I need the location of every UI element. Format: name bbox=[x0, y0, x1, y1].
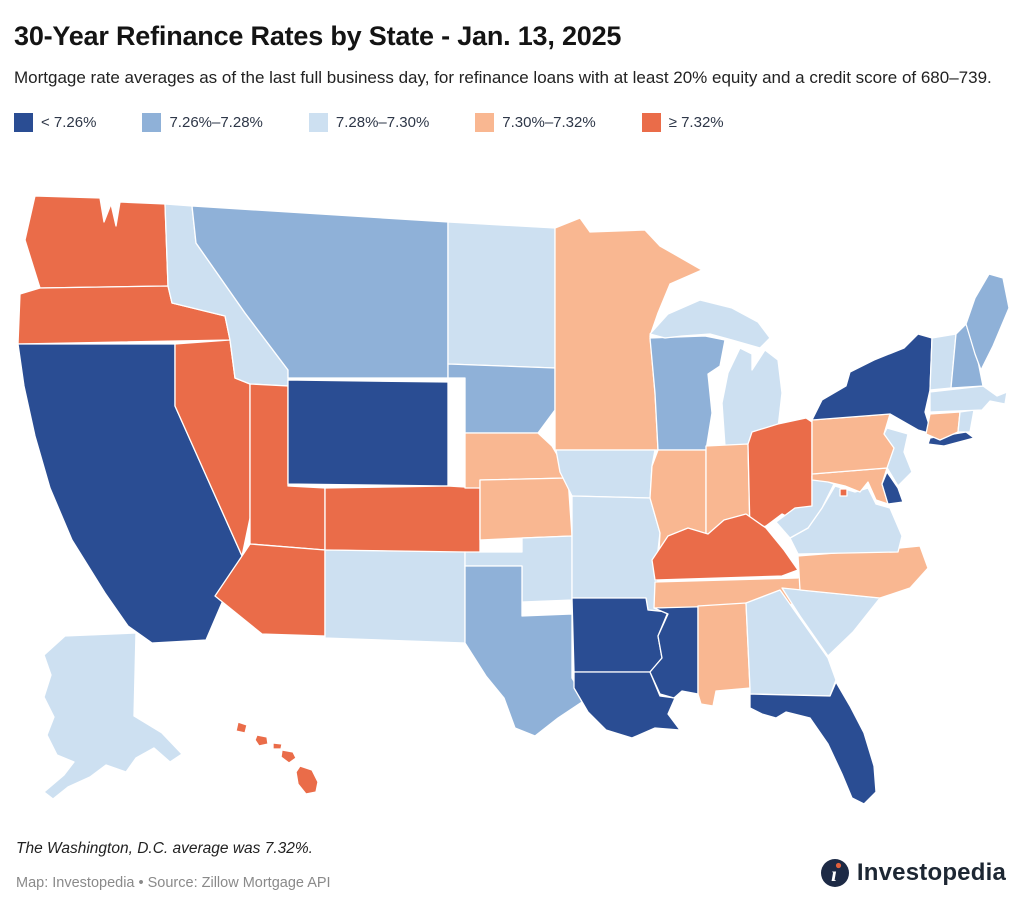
state-pa[interactable]: Pennsylvania bbox=[811, 413, 895, 475]
state-wa[interactable]: Washington bbox=[24, 195, 169, 289]
investopedia-logo-icon: ı bbox=[820, 858, 850, 888]
state-ri[interactable]: Rhode Island bbox=[957, 409, 975, 433]
state-li[interactable]: New York (Long Island) bbox=[927, 431, 975, 447]
legend-item-1: 7.26%–7.28% bbox=[142, 113, 263, 133]
state-fl[interactable]: Florida bbox=[749, 681, 877, 805]
legend-swatch-4 bbox=[641, 113, 661, 133]
state-ny[interactable]: New York bbox=[811, 333, 933, 435]
state-ks[interactable]: Kansas bbox=[479, 477, 573, 541]
legend-label-1: 7.26%–7.28% bbox=[169, 114, 263, 132]
state-hi2[interactable]: Hawaii (Oahu) bbox=[254, 734, 269, 747]
state-mo[interactable]: Missouri bbox=[571, 495, 669, 613]
dc-footnote: The Washington, D.C. average was 7.32%. bbox=[16, 840, 313, 857]
state-wi[interactable]: Wisconsin bbox=[649, 335, 726, 451]
state-ct[interactable]: Connecticut bbox=[925, 411, 961, 441]
state-nd[interactable]: North Dakota bbox=[447, 221, 556, 369]
state-dc[interactable]: Washington, D.C. bbox=[839, 488, 848, 497]
state-ak[interactable]: Alaska bbox=[43, 632, 183, 800]
state-hi1[interactable]: Hawaii (Kauai) bbox=[235, 721, 248, 734]
state-co[interactable]: Colorado bbox=[324, 485, 481, 554]
legend-label-4: ≥ 7.32% bbox=[668, 114, 724, 132]
legend-item-0: < 7.26% bbox=[14, 113, 97, 133]
legend-swatch-2 bbox=[308, 113, 328, 133]
svg-text:ı: ı bbox=[831, 862, 837, 886]
state-ia[interactable]: Iowa bbox=[555, 449, 656, 499]
legend-item-2: 7.28%–7.30% bbox=[308, 113, 430, 133]
state-miup[interactable]: Michigan (Upper Peninsula) bbox=[649, 299, 771, 349]
state-nc[interactable]: North Carolina bbox=[797, 545, 929, 599]
state-hi5[interactable]: Hawaii (Big Island) bbox=[295, 765, 319, 795]
us-choropleth-map: WashingtonOregonCaliforniaNevadaIdahoUta… bbox=[10, 188, 1014, 836]
legend-item-3: 7.30%–7.32% bbox=[475, 113, 596, 133]
page-title: 30-Year Refinance Rates by State - Jan. … bbox=[14, 21, 622, 51]
chart-subtitle: Mortgage rate averages as of the last fu… bbox=[14, 68, 992, 88]
legend-label-2: 7.28%–7.30% bbox=[335, 114, 430, 132]
state-nm[interactable]: New Mexico bbox=[324, 549, 466, 644]
state-sd[interactable]: South Dakota bbox=[447, 363, 556, 434]
state-la[interactable]: Louisiana bbox=[573, 671, 681, 739]
legend-label-3: 7.30%–7.32% bbox=[502, 114, 596, 132]
state-wy[interactable]: Wyoming bbox=[287, 379, 449, 487]
state-al[interactable]: Alabama bbox=[697, 602, 751, 707]
brand-name: Investopedia bbox=[856, 859, 1006, 886]
us-map-svg: WashingtonOregonCaliforniaNevadaIdahoUta… bbox=[17, 195, 1010, 805]
legend-swatch-3 bbox=[475, 113, 495, 133]
state-tx[interactable]: Texas bbox=[464, 565, 586, 737]
state-hi4[interactable]: Hawaii (Maui) bbox=[280, 749, 297, 764]
state-me[interactable]: Maine bbox=[965, 273, 1010, 371]
state-ma[interactable]: Massachusetts bbox=[929, 385, 1008, 413]
legend-swatch-1 bbox=[142, 113, 162, 133]
state-hi3[interactable]: Hawaii (Molokai) bbox=[272, 742, 283, 750]
state-wv[interactable]: West Virginia bbox=[775, 475, 835, 539]
legend-label-0: < 7.26% bbox=[41, 114, 97, 132]
state-nh[interactable]: New Hampshire bbox=[950, 323, 984, 389]
source-credit: Map: Investopedia • Source: Zillow Mortg… bbox=[16, 875, 331, 891]
legend: < 7.26% 7.26%–7.28% 7.28%–7.30% 7.30%–7.32%… bbox=[14, 113, 1010, 133]
legend-swatch-0 bbox=[14, 113, 33, 133]
legend-item-4: ≥ 7.32% bbox=[641, 113, 724, 133]
state-de[interactable]: Delaware bbox=[881, 471, 904, 505]
brand-lockup: ı Investopedia bbox=[820, 858, 1006, 888]
state-ky[interactable]: Kentucky bbox=[651, 513, 799, 581]
